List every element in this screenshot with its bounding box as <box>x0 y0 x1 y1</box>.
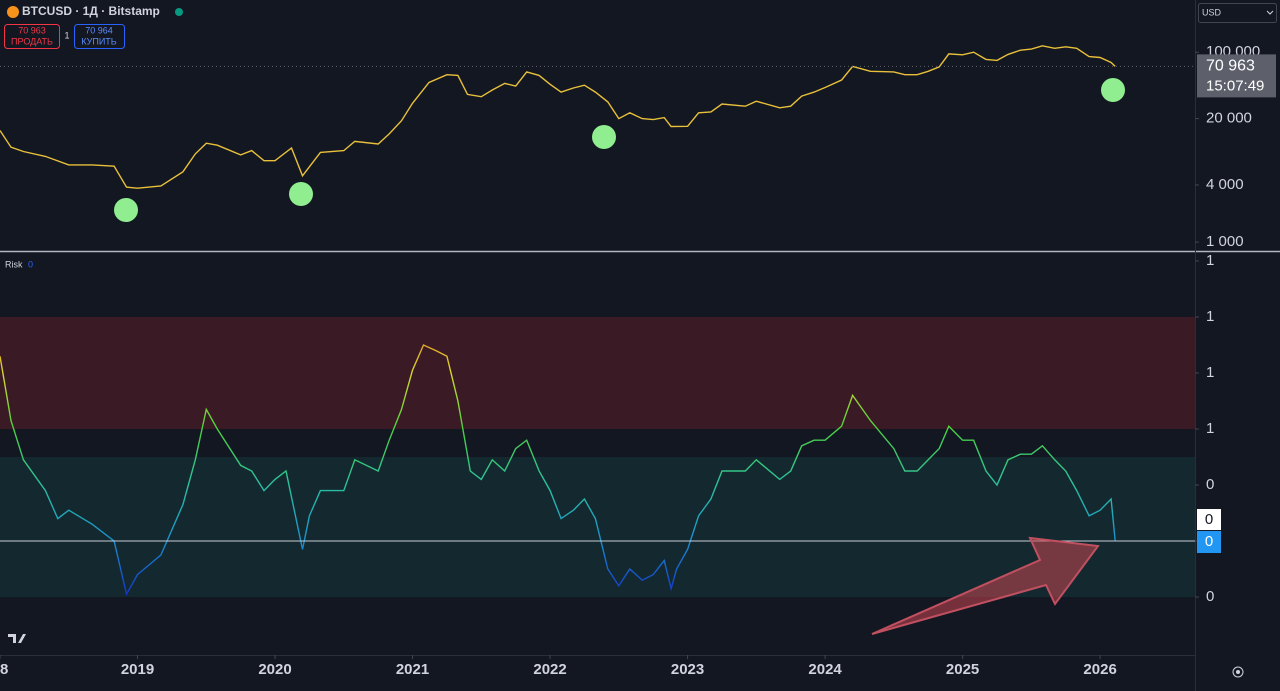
x-tick-label: 2019 <box>121 661 154 678</box>
price-tag-value: 70 963 <box>1206 58 1255 75</box>
y-tick-label: 0 <box>1206 476 1214 493</box>
spread: 1 <box>64 30 69 40</box>
currency-select[interactable] <box>1198 3 1277 23</box>
risk-band <box>0 316 1195 429</box>
buy-label: КУПИТЬ <box>81 36 116 46</box>
symbol[interactable]: BTCUSD · 1Д · Bitstamp <box>22 4 160 18</box>
currency: USD <box>1202 7 1222 17</box>
sell-label: ПРОДАТЬ <box>11 36 53 46</box>
x-tick-label: 2022 <box>533 661 566 678</box>
y-tick-label: 4 000 <box>1206 176 1244 193</box>
sell-button[interactable] <box>4 24 60 49</box>
y-tick-label: 1 <box>1206 308 1214 325</box>
x-tick-label: 2026 <box>1083 661 1116 678</box>
x-tick-label: 2024 <box>808 661 842 678</box>
x-tick-label: 2023 <box>671 661 704 678</box>
sell-price: 70 963 <box>18 25 46 35</box>
y-tick-label: 0 <box>1206 588 1214 605</box>
countdown: 15:07:49 <box>1206 77 1264 94</box>
coin-icon <box>7 6 19 18</box>
arrow-annotation <box>871 536 1100 635</box>
risk-tag-upper <box>1197 509 1221 531</box>
y-tick-label: 1 000 <box>1206 233 1244 250</box>
annotation-dot <box>289 182 313 206</box>
y-tick-label: 20 000 <box>1206 110 1252 127</box>
y-tick-label: 1 <box>1206 420 1214 437</box>
risk-tag-current-label: 0 <box>1205 533 1213 550</box>
y-tick-label: 1 <box>1206 364 1214 381</box>
risk-tag-current <box>1197 531 1221 554</box>
settings-icon[interactable] <box>1232 666 1244 678</box>
logo <box>8 634 26 643</box>
y-tick-label: 1 <box>1206 252 1214 269</box>
annotation-dot <box>592 125 616 149</box>
x-tick-label: 18 <box>0 661 8 678</box>
series-line <box>0 45 1116 189</box>
annotation-dot <box>114 198 138 222</box>
risk-legend-value: 0 <box>28 259 33 269</box>
risk-title: Risk <box>5 259 23 269</box>
status-dot <box>175 8 183 16</box>
settings-icon <box>1236 670 1240 674</box>
buy-price: 70 964 <box>85 25 113 35</box>
x-tick-label: 2025 <box>946 661 979 678</box>
series-line <box>0 344 1116 597</box>
buy-button[interactable] <box>74 24 125 49</box>
dropdown-icon <box>1266 10 1274 15</box>
price-tag <box>1197 54 1276 98</box>
annotation-dot <box>1101 78 1125 102</box>
risk-tag-upper-label: 0 <box>1205 511 1213 528</box>
x-tick-label: 2020 <box>258 661 291 678</box>
x-tick-label: 2021 <box>396 661 429 678</box>
